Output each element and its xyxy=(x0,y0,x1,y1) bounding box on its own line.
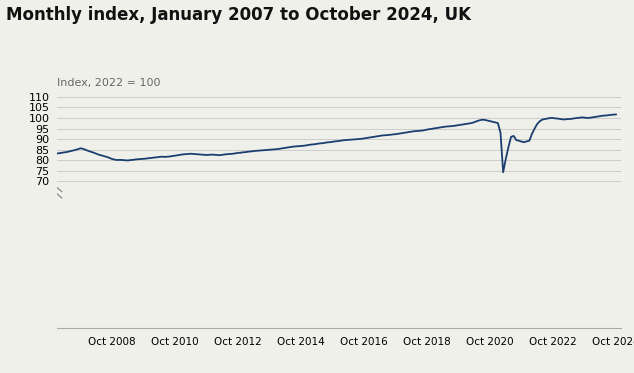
Text: Monthly index, January 2007 to October 2024, UK: Monthly index, January 2007 to October 2… xyxy=(6,6,471,23)
Text: Index, 2022 = 100: Index, 2022 = 100 xyxy=(57,78,160,88)
